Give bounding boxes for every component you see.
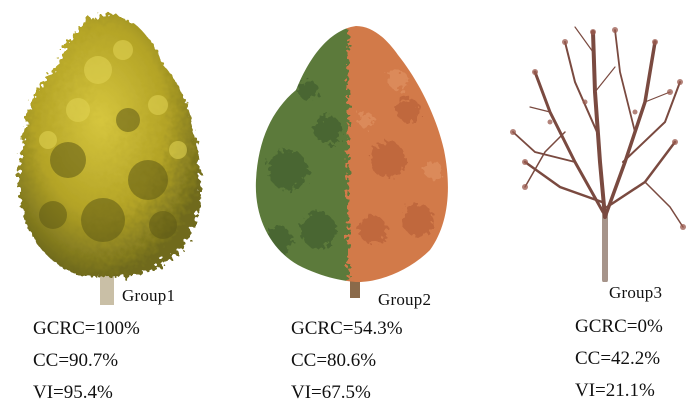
group3-vi: VI=21.1% [575,380,655,401]
group1-label: Group1 [122,286,176,305]
group2-cc: CC=80.6% [291,350,377,371]
group1-vi: VI=95.4% [33,382,113,403]
group3-label: Group3 [609,283,663,302]
group1-cc: CC=90.7% [33,350,119,371]
group1-gcrc: GCRC=100% [33,318,140,339]
group2-label: Group2 [378,290,432,309]
tree-group2-image [255,26,448,298]
group2-gcrc: GCRC=54.3% [291,318,403,339]
group3-gcrc: GCRC=0% [575,316,663,337]
tree-group3-image [510,26,686,282]
tree-group1-image [18,14,201,305]
group3-cc: CC=42.2% [575,348,661,369]
group2-vi: VI=67.5% [291,382,371,403]
